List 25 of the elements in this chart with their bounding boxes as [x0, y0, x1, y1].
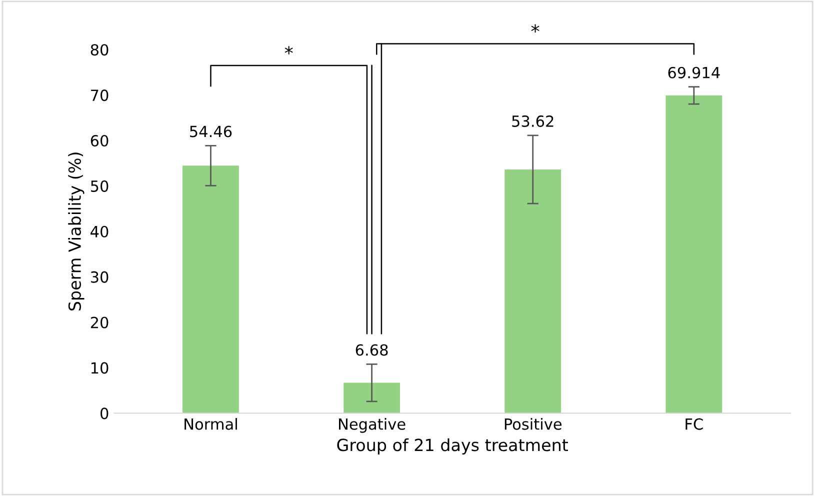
y-tick-label: 50 [90, 180, 108, 192]
bar [666, 95, 722, 414]
y-tick-label: 40 [90, 226, 108, 238]
data-label: 69.914 [668, 66, 720, 78]
data-label: 53.62 [512, 115, 554, 127]
y-tick-label: 60 [90, 134, 108, 147]
y-axis-title: Sperm Viability (%) [68, 152, 84, 310]
x-tick-label: Negative [339, 418, 406, 433]
y-tick-label: 80 [90, 44, 108, 56]
data-label: 6.68 [356, 344, 388, 356]
x-tick-label: Normal [184, 418, 237, 430]
x-axis-title: Group of 21 days treatment [337, 438, 568, 454]
annotation: * [284, 46, 293, 54]
y-tick-label: 20 [90, 316, 108, 328]
bar [344, 382, 400, 414]
text: * [531, 24, 540, 32]
x-tick-label: FC [686, 418, 703, 430]
data-label: 54.46 [190, 126, 232, 138]
y-tick-label: 0 [100, 408, 108, 420]
bar [182, 166, 239, 414]
bar [504, 169, 562, 414]
y-tick-label: 70 [91, 90, 108, 102]
x-tick-label: Positive [504, 418, 562, 430]
y-tick-label: 30 [90, 271, 108, 283]
y-tick-label: 10 [91, 362, 108, 374]
